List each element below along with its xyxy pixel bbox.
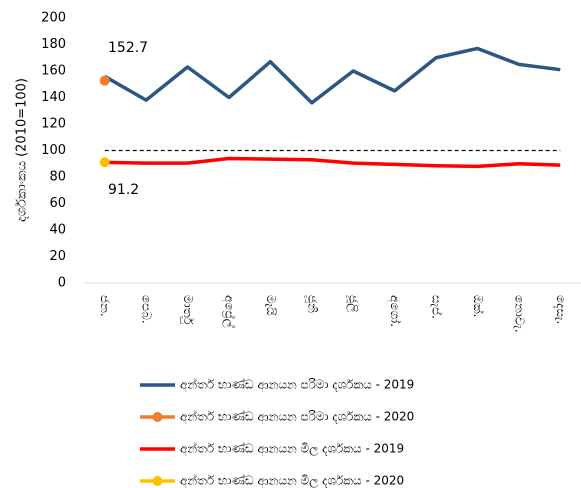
x-tick-label: මාර්තු xyxy=(181,295,195,325)
legend-label: අන්තර් භාණ්ඩ ආනයන පරිමා දර්ශකය - 2020 xyxy=(180,409,414,424)
x-tick-label: දෙසැ. xyxy=(554,295,568,324)
y-tick-label: 140 xyxy=(41,90,66,105)
y-tick-label: 0 xyxy=(58,276,66,291)
y-tick-label: 120 xyxy=(41,117,66,132)
x-tick-label: පෙබ. xyxy=(140,295,154,324)
x-tick-label: නොවැ. xyxy=(512,295,526,333)
y-tick-label: 200 xyxy=(41,11,66,26)
y-tick-label: 160 xyxy=(41,64,66,79)
legend-label: අන්තර් භාණ්ඩ ආනයන මිල දර්ශකය - 2019 xyxy=(180,441,404,456)
point xyxy=(99,157,110,168)
annotation: 91.2 xyxy=(108,182,139,198)
line xyxy=(104,156,561,169)
x-tick-label: ඔක්. xyxy=(471,295,485,317)
legend-marker xyxy=(152,412,163,422)
legend-label: අන්තර් භාණ්ඩ ආනයන පරිමා දර්ශකය - 2019 xyxy=(180,377,414,392)
y-tick-label: 180 xyxy=(41,37,66,52)
x-tick-label: ජූනි xyxy=(305,295,320,313)
x-tick-label: අගෝ. xyxy=(387,295,402,327)
x-tick-label: සැප්. xyxy=(430,295,444,319)
y-tick-label: 40 xyxy=(49,223,66,238)
line xyxy=(103,46,561,105)
x-tick-label: මැයි xyxy=(264,295,278,316)
y-tick-label: 80 xyxy=(49,170,66,185)
x-tick-label: ජූලි xyxy=(346,295,361,312)
y-tick-label: 20 xyxy=(49,249,66,264)
legend-label: අන්තර් භාණ්ඩ ආනයන මිල දර්ශකය - 2020 xyxy=(180,473,404,488)
y-tick-label: 100 xyxy=(41,143,66,158)
legend-marker xyxy=(152,476,163,486)
point xyxy=(99,75,110,86)
annotation: 152.7 xyxy=(108,40,148,56)
x-tick-label: ජන. xyxy=(98,295,112,317)
y-axis-label: දර්ශකාංකය (2010=100) xyxy=(14,78,30,222)
x-tick-label: අප්‍රේල් xyxy=(221,295,236,328)
y-tick-label: 60 xyxy=(49,196,66,211)
